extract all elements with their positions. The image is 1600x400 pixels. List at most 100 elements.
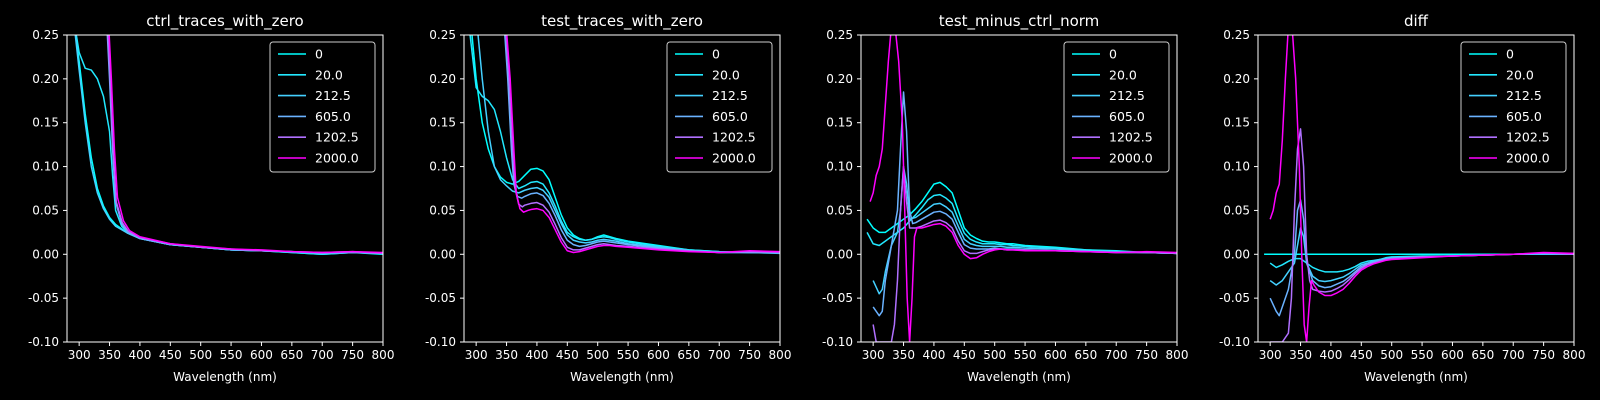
plot-frame	[860, 34, 1178, 343]
y-tick-label: 0.15	[429, 116, 456, 130]
plot-frame	[463, 34, 781, 343]
x-tick-label: 500	[983, 348, 1006, 362]
y-tick-label: 0.20	[32, 72, 59, 86]
x-tick-label: 350	[1289, 348, 1312, 362]
legend-label: 1202.5	[315, 130, 359, 145]
x-tick-label: 400	[525, 348, 548, 362]
y-tick-label: 0.05	[1223, 203, 1250, 217]
legend-label: 212.5	[712, 88, 748, 103]
legend-label: 605.0	[1506, 109, 1542, 124]
series-line-605.0	[504, 35, 780, 254]
y-tick-label: -0.05	[28, 291, 59, 305]
x-tick-label: 400	[1319, 348, 1342, 362]
y-tick-label: 0.20	[429, 72, 456, 86]
y-tick-label: 0.05	[32, 203, 59, 217]
chart-title: ctrl_traces_with_zero	[146, 12, 303, 31]
legend-label: 0	[315, 47, 323, 62]
series-line-1202.5	[1270, 128, 1574, 342]
legend-label: 2000.0	[1109, 151, 1153, 166]
x-tick-label: 300	[465, 348, 488, 362]
x-tick-label: 300	[1259, 348, 1282, 362]
legend-label: 605.0	[712, 109, 748, 124]
legend-label: 2000.0	[712, 151, 756, 166]
y-tick-label: 0.10	[1223, 160, 1250, 174]
legend-label: 212.5	[1506, 88, 1542, 103]
x-tick-label: 500	[586, 348, 609, 362]
chart-panel-1: ctrl_traces_with_zero 300 350 400 450 500 550 6…	[28, 12, 395, 384]
x-tick-label: 350	[892, 348, 915, 362]
series-group	[469, 35, 780, 255]
y-tick-label: 0.25	[1223, 28, 1250, 42]
legend: 0 20.0 212.5 605.0 1202.5 2000.0	[1063, 41, 1170, 173]
chart-panel-3: test_minus_ctrl_norm 300 350 400 450 500 550 60…	[822, 12, 1189, 384]
x-axis-label: Wavelength (nm)	[570, 370, 674, 384]
x-tick-label: 750	[1135, 348, 1158, 362]
y-tick-label: 0.15	[826, 116, 853, 130]
y-tick-label: 0.05	[826, 203, 853, 217]
plot-frame	[66, 34, 384, 343]
series-line-212.5	[477, 35, 780, 255]
series-line-212.5	[872, 165, 1177, 295]
legend-label: 0	[712, 47, 720, 62]
series-line-2000.0	[108, 35, 383, 254]
legend-label: 0	[1109, 47, 1117, 62]
legend: 0 20.0 212.5 605.0 1202.5 2000.0	[1460, 41, 1567, 173]
x-tick-label: 700	[708, 348, 731, 362]
x-tick-label: 650	[1074, 348, 1097, 362]
x-tick-label: 700	[1502, 348, 1525, 362]
legend-label: 1202.5	[1506, 130, 1550, 145]
x-tick-label: 400	[922, 348, 945, 362]
y-tick-label: 0.00	[1223, 247, 1250, 261]
legend-label: 605.0	[1109, 109, 1145, 124]
y-tick-label: 0.20	[1223, 72, 1250, 86]
x-tick-label: 450	[953, 348, 976, 362]
x-tick-label: 300	[862, 348, 885, 362]
series-line-2000.0	[506, 35, 780, 254]
chart-title: test_minus_ctrl_norm	[939, 12, 1100, 31]
x-tick-label: 650	[1471, 348, 1494, 362]
x-tick-label: 450	[1350, 348, 1373, 362]
series-group	[74, 35, 383, 256]
x-tick-label: 450	[159, 348, 182, 362]
series-line-0	[866, 181, 1177, 255]
x-tick-label: 800	[1166, 348, 1189, 362]
x-tick-label: 750	[738, 348, 761, 362]
y-tick-label: 0.25	[32, 28, 59, 42]
y-tick-label: -0.05	[822, 291, 853, 305]
x-tick-label: 750	[341, 348, 364, 362]
series-line-20.0	[469, 35, 780, 254]
legend-label: 2000.0	[315, 151, 359, 166]
x-tick-label: 600	[1441, 348, 1464, 362]
x-axis-label: Wavelength (nm)	[173, 370, 277, 384]
y-tick-label: 0.00	[429, 247, 456, 261]
y-tick-label: -0.10	[822, 335, 853, 349]
chart-panel-4: diff 300 350 400 450 500 550 600 650 700 750 800 -0.…	[1219, 12, 1586, 384]
legend-label: 20.0	[315, 67, 343, 82]
legend-label: 2000.0	[1506, 151, 1550, 166]
legend-label: 1202.5	[1109, 130, 1153, 145]
x-tick-label: 750	[1532, 348, 1555, 362]
legend-label: 605.0	[315, 109, 351, 124]
legend-label: 0	[1506, 47, 1514, 62]
x-tick-label: 650	[280, 348, 303, 362]
x-tick-label: 400	[128, 348, 151, 362]
chart-title: diff	[1404, 12, 1429, 30]
legend-label: 1202.5	[712, 130, 756, 145]
y-tick-label: 0.10	[826, 160, 853, 174]
chart-panel-2: test_traces_with_zero 300 350 400 450 500 550 6…	[425, 12, 792, 384]
x-tick-label: 800	[769, 348, 792, 362]
series-line-2000.0	[1269, 35, 1574, 342]
x-axis-label: Wavelength (nm)	[967, 370, 1071, 384]
x-tick-label: 700	[311, 348, 334, 362]
x-tick-label: 500	[1380, 348, 1403, 362]
y-tick-label: -0.10	[425, 335, 456, 349]
x-tick-label: 550	[1014, 348, 1037, 362]
x-tick-label: 450	[556, 348, 579, 362]
y-tick-label: -0.05	[1219, 291, 1250, 305]
chart-title: test_traces_with_zero	[541, 12, 703, 31]
legend-label: 212.5	[315, 88, 351, 103]
x-tick-label: 500	[189, 348, 212, 362]
x-tick-label: 600	[1044, 348, 1067, 362]
y-tick-label: 0.00	[826, 247, 853, 261]
